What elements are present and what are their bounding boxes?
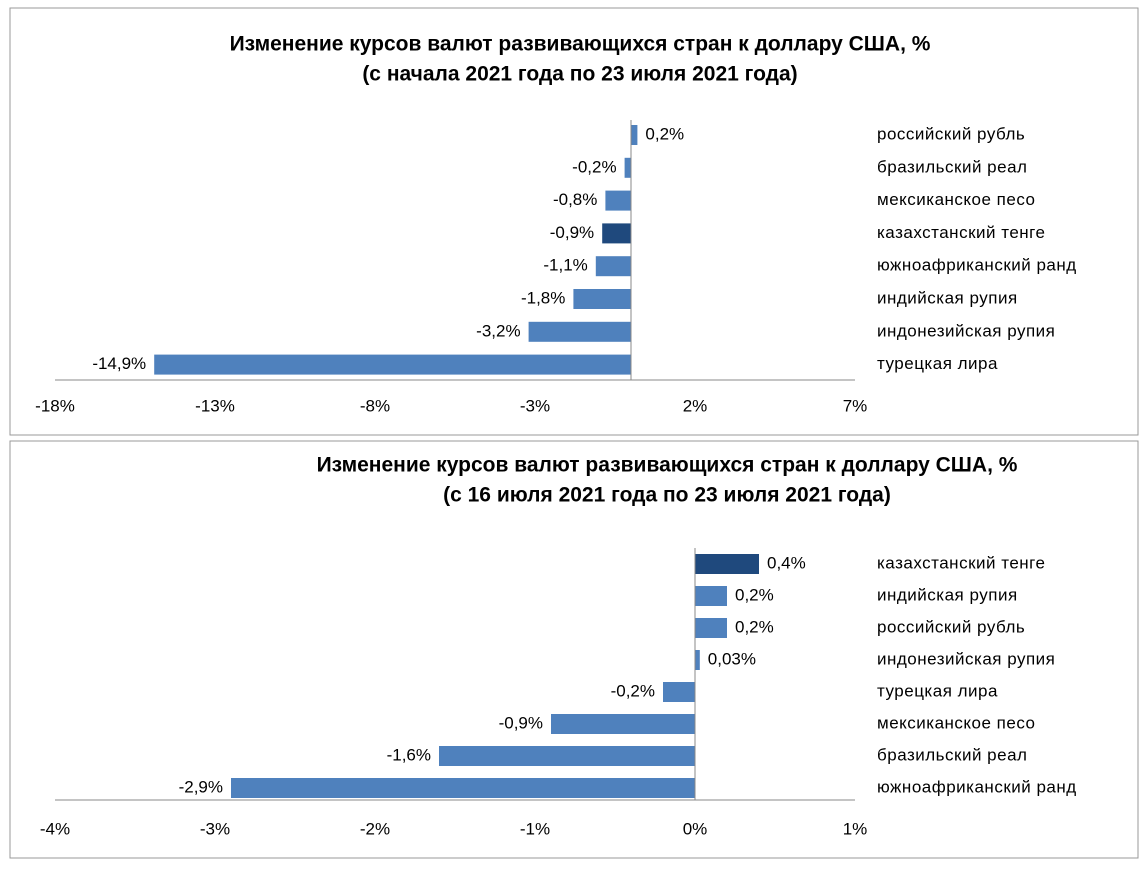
x-tick-label: -3% [200,819,230,838]
bar [631,125,638,145]
data-label: 0,2% [645,124,684,143]
category-label: турецкая лира [877,354,998,373]
data-label: 0,2% [735,585,774,604]
data-label: -0,8% [553,190,597,209]
x-tick-label: -8% [360,396,390,415]
x-tick-label: -3% [520,396,550,415]
category-label: турецкая лира [877,681,998,700]
x-tick-label: -13% [195,396,235,415]
x-tick-label: -18% [35,396,75,415]
x-tick-label: 2% [683,396,708,415]
bar [695,554,759,574]
x-tick-label: -2% [360,819,390,838]
category-label: индонезийская рупия [877,649,1055,668]
data-label: -1,1% [543,256,587,275]
bar [231,778,695,798]
bar [695,618,727,638]
bar [595,256,631,277]
bar [663,682,695,702]
data-label: -3,2% [476,321,520,340]
bar [551,714,695,734]
x-tick-label: -1% [520,819,550,838]
category-label: мексиканское песо [877,713,1036,732]
data-label: -1,8% [521,288,565,307]
x-tick-label: 1% [843,819,868,838]
category-label: бразильский реал [877,157,1027,176]
data-label: 0,03% [708,649,756,668]
bar [154,354,631,375]
category-label: индонезийская рупия [877,321,1055,340]
data-label: -14,9% [92,354,146,373]
category-label: индийская рупия [877,585,1018,604]
bar [528,321,631,342]
data-label: 0,4% [767,553,806,572]
bar [439,746,695,766]
bar [695,586,727,606]
category-label: российский рубль [877,124,1025,143]
x-tick-label: -4% [40,819,70,838]
data-label: -0,2% [572,157,616,176]
chart-title: (с 16 июля 2021 года по 23 июля 2021 год… [443,484,891,507]
chart-title: Изменение курсов валют развивающихся стр… [230,33,931,56]
bar [602,223,631,244]
bar [605,190,631,211]
category-label: индийская рупия [877,288,1018,307]
category-label: южноафриканский ранд [877,777,1077,796]
bar [573,289,631,309]
data-label: 0,2% [735,617,774,636]
category-label: российский рубль [877,617,1025,636]
category-label: казахстанский тенге [877,553,1045,572]
category-label: мексиканское песо [877,190,1036,209]
data-label: -1,6% [387,745,431,764]
data-label: -0,9% [499,713,543,732]
category-label: казахстанский тенге [877,223,1045,242]
x-tick-label: 0% [683,819,708,838]
bar [624,157,631,178]
data-label: -2,9% [179,777,223,796]
data-label: -0,2% [611,681,655,700]
data-label: -0,9% [550,223,594,242]
category-label: бразильский реал [877,745,1027,764]
x-tick-label: 7% [843,396,868,415]
category-label: южноафриканский ранд [877,256,1077,275]
chart-title: Изменение курсов валют развивающихся стр… [317,454,1018,477]
chart-title: (с начала 2021 года по 23 июля 2021 года… [362,63,797,86]
bar [695,650,700,670]
